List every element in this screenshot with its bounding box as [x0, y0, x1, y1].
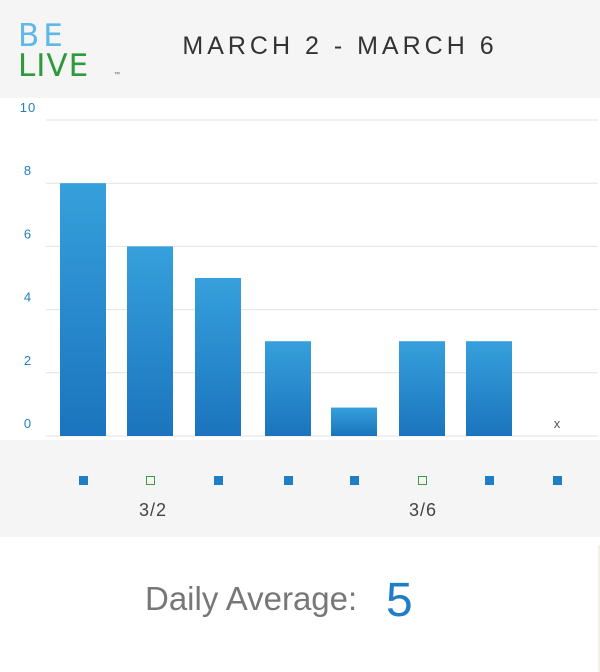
- belive-logo: BE LIVE ™: [18, 20, 123, 82]
- date-label-end: 3/6: [408, 500, 438, 520]
- bar-chart: x 0 2 4 6 8 10: [0, 98, 600, 440]
- bar[interactable]: [466, 341, 512, 436]
- date-range-title: MARCH 2 - MARCH 6: [182, 32, 498, 60]
- y-tick-label: 10: [20, 100, 36, 115]
- y-tick-label: 4: [24, 290, 32, 305]
- logo-be-text: BE: [18, 18, 67, 54]
- day-marker-outlined[interactable]: [417, 476, 427, 485]
- y-tick-label: 6: [24, 226, 32, 241]
- daily-average-label: Daily Average:: [145, 580, 358, 617]
- day-marker-outlined[interactable]: [145, 476, 155, 485]
- day-marker-filled[interactable]: [552, 476, 562, 485]
- day-marker-filled[interactable]: [78, 476, 88, 485]
- daily-average-value: 5: [386, 574, 413, 627]
- header: BE LIVE ™ MARCH 2 - MARCH 6: [0, 0, 600, 98]
- day-marker-filled[interactable]: [213, 476, 223, 485]
- bar[interactable]: [127, 246, 173, 436]
- y-tick-label: 0: [24, 416, 32, 431]
- logo-live-text: LIVE: [18, 48, 90, 84]
- bar-chart-svg: x 0 2 4 6 8 10: [20, 100, 598, 437]
- day-marker-filled[interactable]: [484, 476, 494, 485]
- missing-value-marker: x: [554, 416, 561, 431]
- edge-strip: [598, 545, 600, 672]
- day-marker-band: 3/2 3/6: [0, 440, 600, 537]
- bar[interactable]: [195, 278, 241, 436]
- day-marker-filled[interactable]: [283, 476, 293, 485]
- bar[interactable]: [399, 341, 445, 436]
- y-tick-label: 2: [24, 353, 32, 368]
- bar[interactable]: [60, 183, 106, 436]
- bar[interactable]: [265, 341, 311, 436]
- logo-trademark: ™: [114, 72, 120, 78]
- y-tick-label: 8: [24, 163, 32, 178]
- day-marker-filled[interactable]: [349, 476, 359, 485]
- bar[interactable]: [331, 407, 377, 436]
- date-label-start: 3/2: [138, 500, 168, 520]
